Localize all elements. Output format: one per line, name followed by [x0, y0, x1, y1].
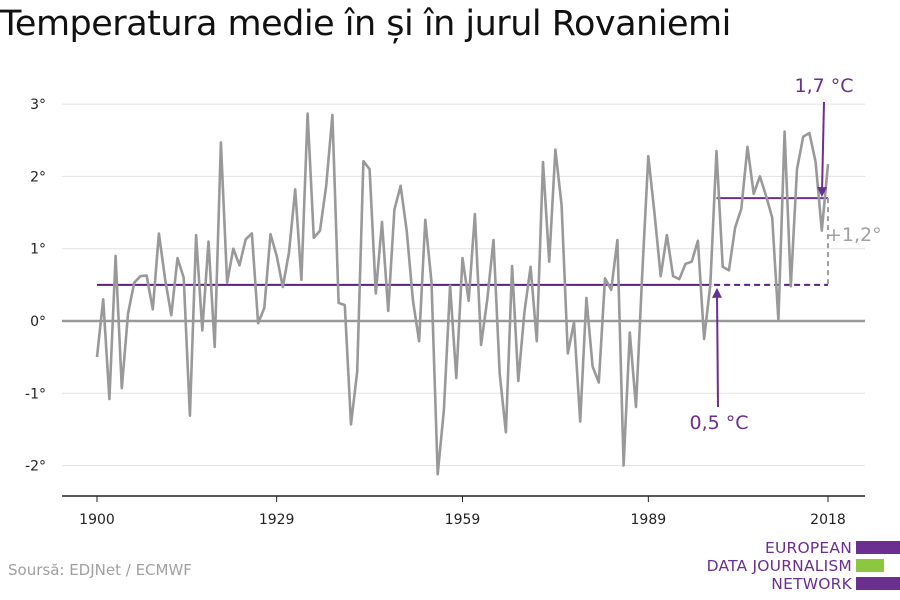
y-tick-label: 1° [30, 242, 46, 258]
x-tick-label: 2018 [810, 512, 846, 528]
x-tick-label: 1900 [79, 512, 115, 528]
annotation-recent-average: 1,7 °C [794, 75, 853, 97]
logo-line-3: NETWORK [771, 575, 852, 593]
y-tick-label: -2° [25, 459, 46, 475]
source-credit: Soursă: EDJNet / ECMWF [8, 561, 192, 579]
annotation-arrow-baseline [712, 287, 723, 408]
x-tick-label: 1989 [631, 512, 667, 528]
logo-bar-green [856, 559, 884, 572]
logo-line-1: EUROPEAN [764, 539, 852, 557]
edjnet-logo: EUROPEAN DATA JOURNALISM NETWORK [700, 538, 900, 598]
x-tick-label: 1929 [259, 512, 295, 528]
y-axis-labels: -2° -1° 0° 1° 2° 3° [25, 97, 46, 475]
annotation-difference: +1,2° [826, 224, 882, 246]
y-tick-label: 3° [30, 97, 46, 113]
x-axis [62, 495, 865, 502]
annotation-arrow-recent [817, 101, 828, 198]
x-tick-label: 1959 [445, 512, 481, 528]
annotations: 1,7 °C 0,5 °C +1,2° [689, 75, 881, 434]
logo-line-2: DATA JOURNALISM [706, 557, 852, 575]
logo-bar-purple-top [856, 541, 900, 554]
annotation-baseline: 0,5 °C [689, 412, 748, 434]
series-layer [95, 112, 830, 476]
y-tick-label: 0° [30, 314, 46, 330]
chart-title: Temperatura medie în și în jurul Rovanie… [0, 4, 731, 44]
y-tick-label: -1° [25, 386, 46, 402]
logo-bar-purple-bottom [856, 577, 900, 590]
x-axis-labels: 1900 1929 1959 1989 2018 [79, 512, 846, 528]
y-tick-label: 2° [30, 169, 46, 185]
temperature-series-line [95, 112, 830, 476]
